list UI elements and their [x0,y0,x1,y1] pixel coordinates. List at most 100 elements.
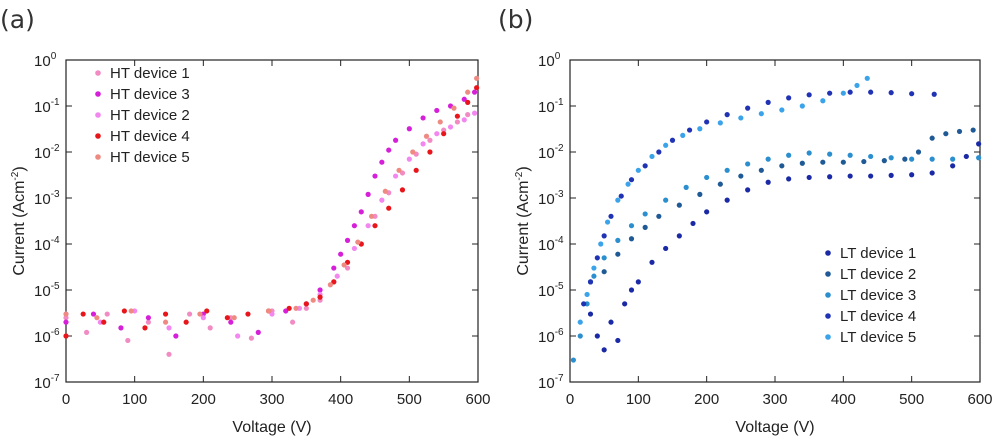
legend-marker [825,271,831,277]
data-point [577,319,583,325]
data-point [303,301,309,307]
data-point [334,273,340,279]
data-point [943,131,949,137]
series-5 [577,75,870,325]
data-point [245,311,251,317]
data-point [269,311,275,317]
data-point [454,119,460,125]
data-point [854,82,860,89]
data-point [235,333,241,339]
data-point [970,127,976,133]
data-point [465,89,471,95]
data-point [379,197,385,203]
data-point [929,170,935,176]
data-point [331,265,337,271]
data-point [601,347,607,353]
data-point [628,287,635,293]
data-point [162,319,169,325]
data-point [63,315,69,321]
data-point [118,325,124,331]
data-point [344,265,351,271]
plot-frame [569,59,981,383]
data-point [950,156,956,162]
x-tick-label: 600 [967,391,992,408]
data-point [669,137,676,143]
data-point [587,279,594,285]
data-point [929,135,935,141]
series-5 [63,75,480,325]
data-point [806,150,812,156]
y-tick-label: 10-7 [34,373,60,392]
data-point [765,179,771,185]
x-tick-label: 600 [465,391,490,408]
legend-marker [95,91,101,97]
data-point [909,172,915,178]
legend-label: HT device 5 [110,149,190,166]
legend: LT device 1 LT device 2 LT device 3 LT devi… [825,245,916,346]
data-point [881,158,887,164]
x-tick-label: 300 [762,391,787,408]
data-point [861,158,867,165]
data-point [717,181,723,187]
data-point [125,337,131,344]
data-point [642,224,648,230]
data-point [63,333,69,339]
data-point [461,117,467,123]
x-tick-label: 100 [122,391,147,408]
data-point [625,181,631,187]
data-point [379,159,385,165]
data-point [351,223,357,229]
data-point [864,75,870,81]
data-point [434,107,440,114]
y-tick-label: 10-3 [34,189,60,208]
legend: HT device 1 HT device 3 HT device 2 HT devi… [95,65,190,166]
data-point [704,174,710,181]
data-point [197,311,203,317]
data-point [63,311,69,317]
data-point [642,163,648,169]
data-point [63,319,69,325]
data-point [601,255,607,261]
series-4 [581,89,937,307]
y-tick-label: 10-3 [538,189,564,208]
legend-label: LT device 5 [840,329,916,346]
data-point [902,156,908,162]
data-point [868,173,874,179]
data-point [608,213,614,219]
data-point [451,105,457,111]
data-point [915,149,922,155]
data-point [231,315,237,321]
data-point [420,141,426,147]
data-point [799,103,805,109]
y-tick-label: 10-6 [34,327,60,346]
data-point [355,239,361,245]
data-point [642,211,648,217]
data-point [615,251,621,257]
legend-marker [825,334,831,340]
x-tick-label: 400 [328,391,353,408]
data-point [868,153,874,160]
data-point [724,112,730,118]
data-point [676,202,682,208]
data-point [888,90,894,96]
data-point [690,220,696,227]
data-point [584,291,590,298]
y-tick-label: 10-6 [538,327,564,346]
data-point [622,301,628,307]
data-point [145,319,151,325]
data-point [827,174,833,180]
data-point [615,197,621,203]
data-point [724,167,730,173]
data-point [704,209,710,215]
data-point [847,173,853,179]
legend-label: LT device 4 [840,308,916,325]
panel-label: (b) [498,5,533,34]
x-axis-label: Voltage (V) [735,419,814,436]
data-point [474,85,480,91]
data-point [581,301,587,307]
data-point [931,91,937,97]
data-point [786,152,792,158]
data-point [628,236,635,242]
data-point [608,319,614,325]
